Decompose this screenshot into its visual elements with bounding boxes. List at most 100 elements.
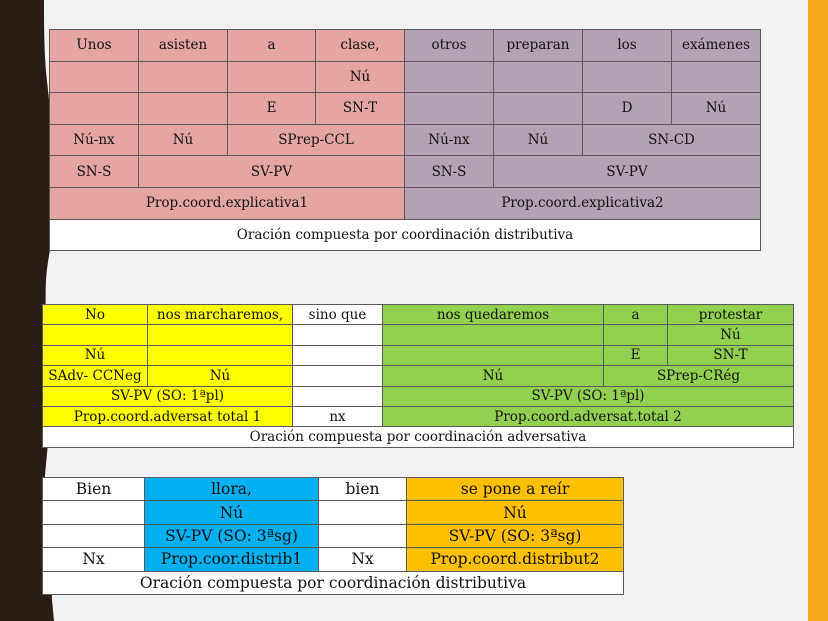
analysis-cell: SPrep-CRég [603, 365, 794, 387]
empty-cell [318, 500, 407, 525]
analysis-cell: SN-S [404, 155, 494, 188]
table-row: Nú [42, 324, 794, 346]
nexus-cell: Nx [42, 547, 145, 572]
analysis-cell: Nú [406, 500, 624, 525]
proposition-cell: Prop.coord.distribut2 [406, 547, 624, 572]
analysis-cell: Nú [147, 365, 293, 387]
table-row: SAdv- CCNeg Nú Nú SPrep-CRég [42, 365, 794, 387]
empty-cell [138, 92, 228, 125]
empty-cell [147, 344, 293, 367]
empty-cell [292, 344, 383, 367]
proposition-cell: Prop.coord.explicativa1 [49, 186, 405, 220]
word-cell: Bien [42, 476, 145, 502]
word-cell: se pone a reír [406, 476, 624, 502]
table-row: Bien llora, bien se pone a reír [42, 476, 624, 502]
sentence-cell: Oración compuesta por coordinación distr… [49, 218, 761, 252]
table-row: Nú [49, 60, 761, 94]
sentence-cell: Oración compuesta por coordinación adver… [42, 426, 794, 448]
empty-cell [42, 324, 148, 346]
analysis-cell: Nú-nx [404, 123, 494, 157]
table-row: No nos marcharemos, sino que nos quedare… [42, 303, 794, 326]
analysis-cell: Nú [382, 365, 604, 387]
analysis-cell: Nú [315, 60, 405, 94]
empty-cell [493, 92, 583, 125]
analysis-cell: SV-PV (SO: 1ªpl) [382, 385, 794, 407]
analysis-cell: Nú [667, 324, 794, 346]
empty-cell [404, 60, 494, 94]
empty-cell [292, 365, 383, 387]
empty-cell [493, 60, 583, 94]
table-row: SV-PV (SO: 1ªpl) SV-PV (SO: 1ªpl) [42, 385, 794, 407]
analysis-cell: E [603, 344, 668, 367]
empty-cell [671, 60, 761, 94]
empty-cell [292, 385, 383, 407]
proposition-cell: Prop.coord.explicativa2 [404, 186, 761, 220]
empty-cell [49, 92, 139, 125]
empty-cell [382, 324, 604, 346]
analysis-table-explicativa: Unos asisten a clase, otros preparan los… [49, 29, 761, 252]
empty-cell [404, 92, 494, 125]
word-cell: Unos [49, 29, 139, 62]
table-row: SV-PV (SO: 3ªsg) SV-PV (SO: 3ªsg) [42, 523, 624, 549]
word-cell: exámenes [671, 29, 761, 62]
analysis-cell: SN-S [49, 155, 139, 188]
word-cell: clase, [315, 29, 405, 62]
word-cell: sino que [292, 303, 383, 326]
word-cell: llora, [144, 476, 319, 502]
table-row: Oración compuesta por coordinación distr… [42, 570, 624, 595]
sentence-cell: Oración compuesta por coordinación distr… [42, 570, 624, 595]
word-cell: asisten [138, 29, 228, 62]
analysis-cell: SV-PV (SO: 3ªsg) [406, 523, 624, 549]
table-row: Prop.coord.adversat total 1 nx Prop.coor… [42, 405, 794, 428]
analysis-cell: E [227, 92, 316, 125]
analysis-cell: SV-PV (SO: 1ªpl) [42, 385, 293, 407]
table-row: SN-S SV-PV SN-S SV-PV [49, 155, 761, 188]
table-row: Oración compuesta por coordinación distr… [49, 218, 761, 252]
analysis-cell: Nú [138, 123, 228, 157]
word-cell: a [603, 303, 668, 326]
analysis-cell: SV-PV (SO: 3ªsg) [144, 523, 319, 549]
analysis-cell: SN-T [315, 92, 405, 125]
proposition-cell: Prop.coor.distrib1 [144, 547, 319, 572]
word-cell: preparan [493, 29, 583, 62]
empty-cell [42, 523, 145, 549]
analysis-cell: Nú [493, 123, 583, 157]
word-cell: a [227, 29, 316, 62]
analysis-cell: Nú [144, 500, 319, 525]
analysis-cell: Nú-nx [49, 123, 139, 157]
empty-cell [49, 60, 139, 94]
table-row: Oración compuesta por coordinación adver… [42, 426, 794, 448]
empty-cell [147, 324, 293, 346]
nexus-cell: nx [292, 405, 383, 428]
table-row: Nú Nú [42, 500, 624, 525]
empty-cell [138, 60, 228, 94]
analysis-cell: SPrep-CCL [227, 123, 405, 157]
table-row: Nú E SN-T [42, 344, 794, 367]
right-accent-bar [808, 0, 828, 621]
analysis-table-adversativa: No nos marcharemos, sino que nos quedare… [42, 303, 794, 448]
empty-cell [382, 344, 604, 367]
analysis-cell: Nú [671, 92, 761, 125]
analysis-cell: SV-PV [138, 155, 405, 188]
table-row: Nx Prop.coor.distrib1 Nx Prop.coord.dist… [42, 547, 624, 572]
empty-cell [318, 523, 407, 549]
table-row: E SN-T D Nú [49, 92, 761, 125]
analysis-cell: Nú [42, 344, 148, 367]
empty-cell [227, 60, 316, 94]
word-cell: No [42, 303, 148, 326]
analysis-cell: SV-PV [493, 155, 761, 188]
analysis-cell: D [582, 92, 672, 125]
proposition-cell: Prop.coord.adversat total 1 [42, 405, 293, 428]
word-cell: bien [318, 476, 407, 502]
empty-cell [603, 324, 668, 346]
table-row: Nú-nx Nú SPrep-CCL Nú-nx Nú SN-CD [49, 123, 761, 157]
empty-cell [582, 60, 672, 94]
word-cell: los [582, 29, 672, 62]
empty-cell [42, 500, 145, 525]
analysis-cell: SN-CD [582, 123, 761, 157]
left-decorative-panel [0, 0, 59, 621]
analysis-cell: SAdv- CCNeg [42, 365, 148, 387]
analysis-table-distributiva: Bien llora, bien se pone a reír Nú Nú SV… [42, 476, 624, 595]
word-cell: otros [404, 29, 494, 62]
table-row: Unos asisten a clase, otros preparan los… [49, 29, 761, 62]
